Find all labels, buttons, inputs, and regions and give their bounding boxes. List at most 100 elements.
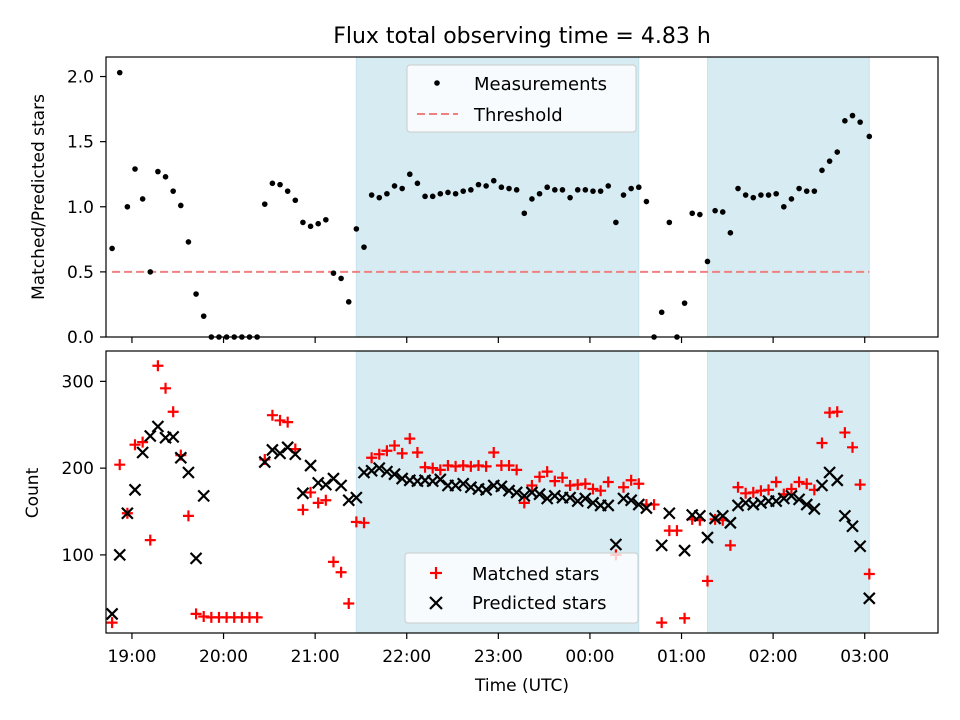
predicted-star-point — [640, 501, 653, 515]
x-tick-label: 20:00 — [199, 647, 248, 667]
bottom-panel: 100 200 300 19:00 20:00 21:00 22:00 23:00 00:00… — [23, 350, 939, 696]
matched-star-point — [854, 479, 866, 491]
measurement-point — [574, 187, 581, 193]
bottom-legend-box — [404, 552, 639, 624]
predicted-star-point — [258, 455, 272, 469]
predicted-star-point — [731, 499, 745, 512]
top-measurement-points — [109, 69, 873, 340]
matched-star-point — [488, 447, 500, 459]
measurement-point — [300, 219, 306, 226]
measurement-point — [307, 223, 314, 230]
predicted-star-point — [579, 492, 592, 505]
measurement-point — [819, 167, 825, 174]
matched-star-point — [427, 462, 439, 474]
matched-star-point — [701, 575, 713, 587]
matched-star-point — [144, 534, 156, 546]
legend-matched-label: Matched stars — [472, 564, 599, 585]
x-tick-label: 00:00 — [565, 647, 614, 667]
predicted-star-point — [609, 538, 623, 551]
measurement-point — [681, 300, 688, 306]
predicted-star-point — [678, 544, 691, 557]
matched-star-point — [625, 474, 637, 486]
measurement-point — [162, 174, 169, 180]
measurement-point — [735, 185, 741, 192]
chart-title: Flux total observing time = 4.83 h — [333, 24, 711, 49]
measurement-point — [552, 187, 558, 193]
measurement-point — [292, 197, 299, 204]
predicted-star-point — [724, 516, 737, 530]
measurement-point — [490, 177, 497, 184]
predicted-star-point — [151, 420, 165, 433]
predicted-star-point — [128, 483, 142, 497]
predicted-star-point — [388, 467, 401, 481]
matched-star-point — [274, 414, 286, 426]
matched-star-point — [389, 440, 401, 452]
measurement-point — [788, 196, 795, 202]
measurement-point — [483, 183, 489, 189]
predicted-star-point — [456, 477, 470, 491]
predicted-star-point — [808, 502, 821, 516]
measurement-point — [620, 192, 627, 198]
measurement-point — [544, 184, 550, 191]
measurement-point — [178, 202, 184, 209]
y-tick-label: 1.5 — [67, 133, 94, 153]
measurement-point — [437, 190, 444, 197]
predicted-star-point — [563, 491, 577, 504]
matched-star-point — [656, 617, 668, 629]
matched-star-point — [526, 479, 538, 491]
matched-star-point — [160, 382, 172, 394]
matched-star-point — [335, 566, 347, 578]
measurement-point — [170, 188, 176, 194]
measurement-point — [704, 258, 711, 265]
predicted-star-point — [182, 466, 195, 479]
measurement-point — [139, 196, 146, 202]
measurement-point — [697, 211, 703, 218]
predicted-star-point — [304, 459, 317, 472]
matched-star-point — [541, 466, 553, 478]
measurement-point — [116, 69, 123, 76]
measurement-point — [200, 313, 207, 319]
measurement-point — [185, 239, 192, 245]
predicted-star-point — [319, 478, 333, 491]
matched-star-point — [282, 416, 294, 428]
measurement-point — [590, 188, 596, 194]
measurement-point — [529, 196, 535, 202]
predicted-star-point — [708, 512, 722, 525]
measurement-point — [277, 181, 283, 188]
measurement-point — [124, 203, 131, 210]
legend-threshold-label: Threshold — [473, 105, 563, 126]
measurement-point — [323, 216, 329, 223]
matched-star-point — [182, 510, 194, 522]
legend-matched-marker — [430, 567, 442, 579]
predicted-star-point — [121, 506, 134, 520]
predicted-star-point — [663, 506, 676, 520]
predicted-star-point — [518, 489, 531, 503]
measurement-point — [849, 112, 856, 119]
matched-star-point — [863, 568, 875, 580]
predicted-star-point — [495, 480, 508, 493]
matched-star-point — [587, 483, 599, 495]
matched-star-point — [518, 497, 530, 509]
matched-star-point — [602, 476, 614, 488]
legend-predicted-marker — [429, 596, 443, 610]
matched-star-point — [724, 539, 736, 551]
x-tick-label: 03:00 — [840, 647, 889, 667]
predicted-star-point — [434, 473, 447, 486]
predicted-star-point — [785, 489, 798, 503]
predicted-star-points — [105, 420, 876, 621]
measurement-point — [353, 226, 360, 232]
measurement-point — [429, 193, 436, 200]
measurement-point — [147, 269, 154, 275]
predicted-star-point — [342, 493, 356, 507]
predicted-star-point — [365, 464, 378, 478]
matched-star-point — [671, 525, 683, 537]
measurement-point — [109, 245, 115, 252]
predicted-star-point — [863, 592, 876, 605]
matched-star-point — [763, 484, 775, 496]
legend-measurements-label: Measurements — [474, 74, 607, 95]
predicted-star-point — [777, 492, 791, 505]
matched-star-point — [106, 617, 118, 629]
matched-star-point — [816, 437, 828, 449]
legend-measurements-marker — [434, 80, 440, 86]
measurement-point — [826, 158, 833, 164]
